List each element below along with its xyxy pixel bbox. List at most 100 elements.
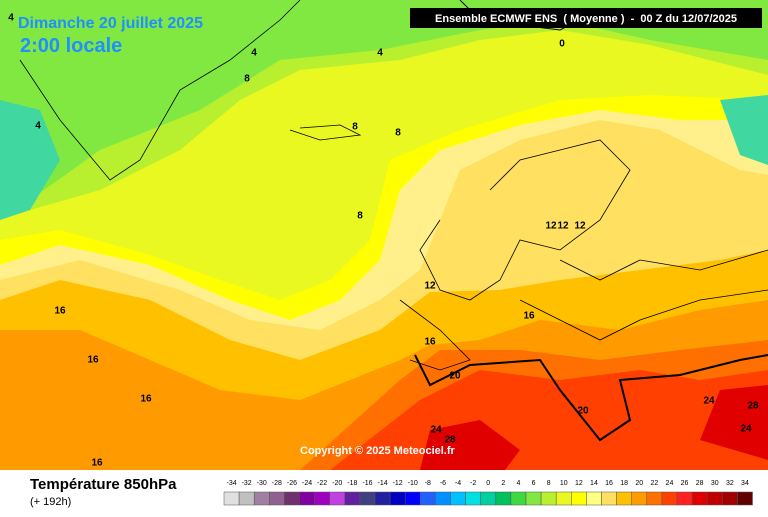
scale-label: 14 <box>590 480 598 487</box>
scale-label: -32 <box>242 480 252 487</box>
scale-label: -16 <box>362 480 372 487</box>
color-swatch <box>616 491 632 506</box>
color-swatch <box>706 491 723 506</box>
contour-label: 16 <box>54 306 66 317</box>
scale-label: 12 <box>575 480 583 487</box>
color-swatch <box>586 491 602 506</box>
color-swatch <box>223 491 240 506</box>
color-swatch <box>238 491 255 506</box>
scale-label: -4 <box>455 480 461 487</box>
contour-label: 28 <box>444 435 456 446</box>
contour-label: 24 <box>740 424 752 435</box>
contour-label: 20 <box>449 371 461 382</box>
color-swatch <box>495 491 512 506</box>
contour-label: 4 <box>251 48 257 59</box>
color-swatch <box>389 491 406 506</box>
contour-label: 16 <box>91 458 103 469</box>
color-swatch <box>571 491 587 506</box>
band <box>420 420 520 470</box>
contour-label: 8 <box>244 74 250 85</box>
scale-label: -18 <box>347 480 357 487</box>
scale-label: -20 <box>332 480 342 487</box>
band <box>0 100 60 220</box>
contour-label: 4 <box>8 13 14 24</box>
scale-label: 34 <box>741 480 749 487</box>
contour-label: 16 <box>87 355 99 366</box>
color-swatch <box>525 491 542 506</box>
contour-label: 28 <box>747 401 759 412</box>
scale-label: -30 <box>257 480 267 487</box>
color-swatch <box>344 491 361 506</box>
scale-label: 32 <box>726 480 734 487</box>
color-swatch <box>450 491 466 506</box>
copyright: Copyright © 2025 Meteociel.fr <box>300 445 456 457</box>
contour-label: 12 <box>424 281 436 292</box>
scale-label: -22 <box>317 480 327 487</box>
color-swatch <box>314 491 330 506</box>
local-time: 2:00 locale <box>20 35 122 57</box>
contour-label: 4 <box>377 48 383 59</box>
contour-label: 8 <box>352 122 358 133</box>
band <box>720 95 768 165</box>
scale-label: 28 <box>696 480 704 487</box>
scale-label: -12 <box>393 480 403 487</box>
color-swatch <box>510 491 527 506</box>
color-swatch <box>540 491 557 506</box>
contour-label: 24 <box>703 396 715 407</box>
contour-label: 24 <box>430 425 442 436</box>
color-swatch <box>555 491 572 506</box>
color-swatch <box>359 491 376 506</box>
contour-label: 16 <box>424 337 436 348</box>
color-swatch <box>404 491 421 506</box>
color-swatch <box>299 491 315 506</box>
scale-label: -26 <box>287 480 297 487</box>
scale-label: -6 <box>440 480 446 487</box>
color-swatch <box>435 491 451 506</box>
color-swatch <box>269 491 285 506</box>
contour-label: 12 <box>574 221 586 232</box>
scale-label: 30 <box>711 480 719 487</box>
color-swatch <box>284 491 300 506</box>
scale-label: -24 <box>302 480 312 487</box>
contour-label: 12 <box>545 221 557 232</box>
color-swatch <box>480 491 497 506</box>
scale-label: 22 <box>650 480 658 487</box>
scale-label: 16 <box>605 480 613 487</box>
contour-line <box>414 354 768 442</box>
lead-time: (+ 192h) <box>30 496 71 508</box>
color-swatch <box>420 491 436 506</box>
contour-label: 8 <box>357 211 363 222</box>
model-info: Ensemble ECMWF ENS ( Moyenne ) - 00 Z du… <box>435 13 737 25</box>
scale-label: -10 <box>408 480 418 487</box>
color-swatch <box>631 491 648 506</box>
scale-label: 6 <box>532 480 536 487</box>
contour-label: 16 <box>523 311 535 322</box>
color-swatch <box>676 491 693 506</box>
color-swatch <box>661 491 678 506</box>
scale-label: -28 <box>272 480 282 487</box>
color-swatch <box>601 491 617 506</box>
scale-label: 10 <box>560 480 568 487</box>
contour-label: 0 <box>559 39 565 50</box>
band <box>700 385 768 460</box>
band <box>0 0 768 210</box>
scale-label: 8 <box>547 480 551 487</box>
scale-label: -34 <box>226 480 236 487</box>
color-swatch <box>722 491 738 506</box>
color-swatch <box>737 491 753 506</box>
scale-label: 20 <box>635 480 643 487</box>
color-swatch <box>465 491 481 506</box>
scale-label: 18 <box>620 480 628 487</box>
color-swatch <box>646 491 663 506</box>
contour-label: 4 <box>35 121 41 132</box>
scale-label: 0 <box>486 480 490 487</box>
color-swatch <box>374 491 391 506</box>
contour-label: 16 <box>140 394 152 405</box>
scale-label: -8 <box>425 480 431 487</box>
contour-label: 20 <box>577 406 589 417</box>
coastline <box>19 0 768 371</box>
scale-label: 26 <box>681 480 689 487</box>
scale-label: -2 <box>470 480 476 487</box>
